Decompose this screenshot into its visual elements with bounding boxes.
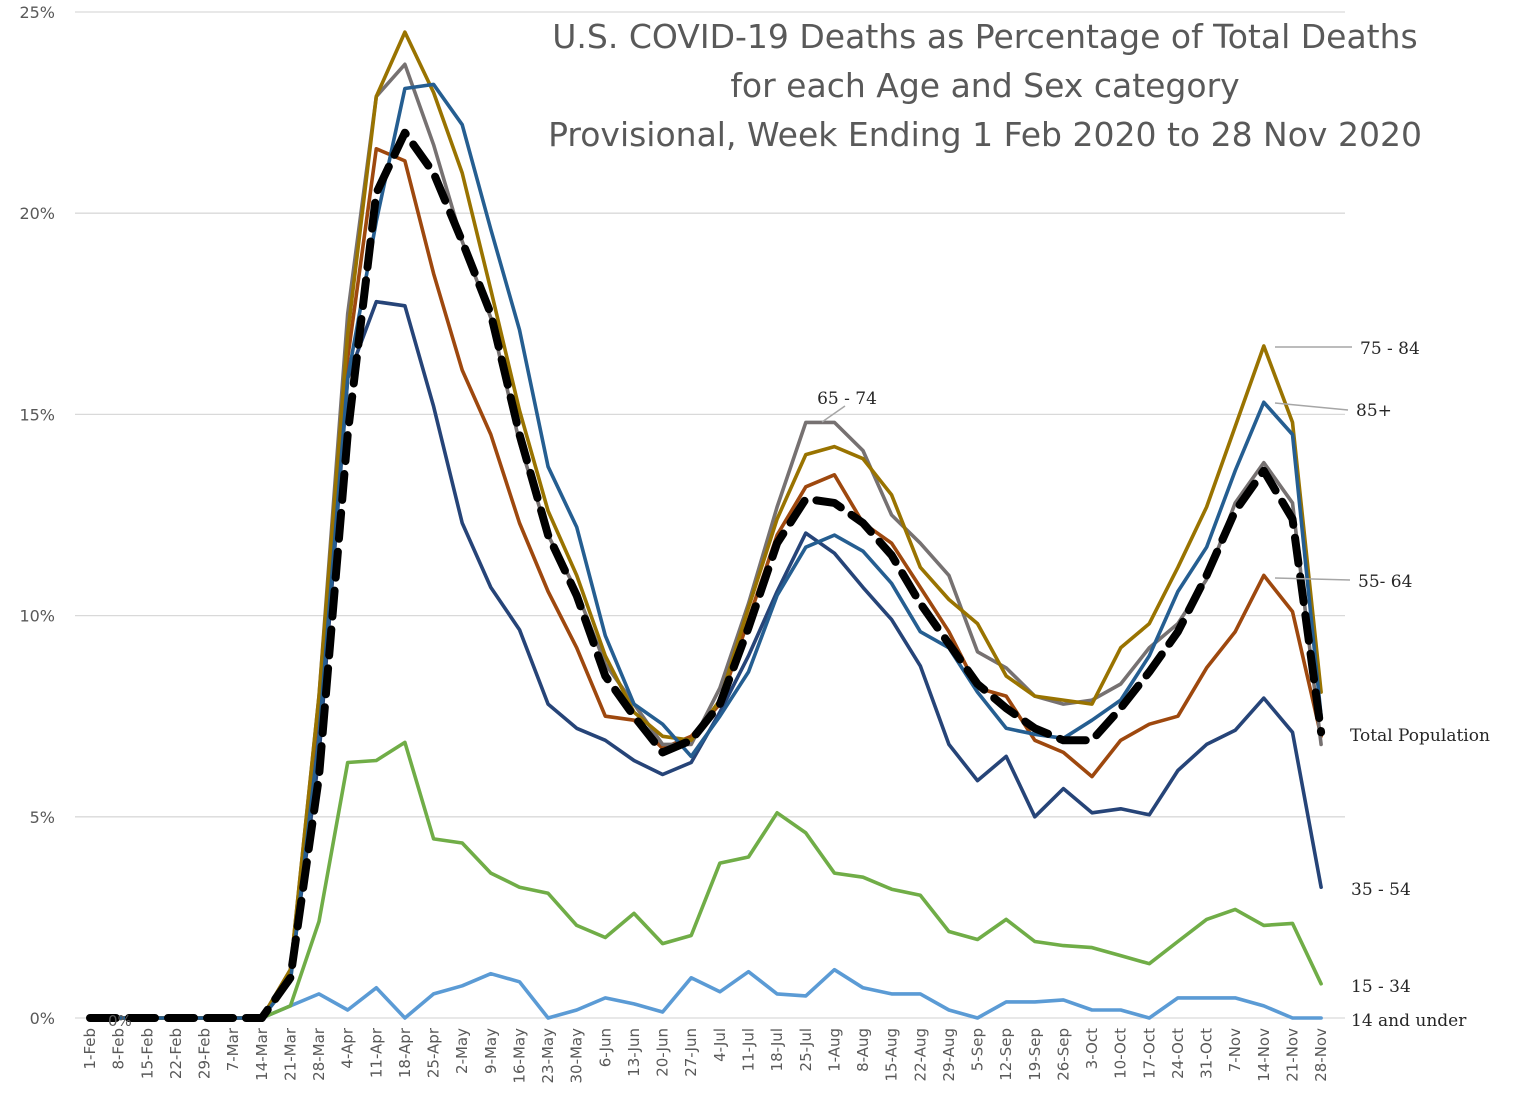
x-tick-label: 24-Oct [1169,1028,1187,1079]
x-tick-label: 18-Jul [768,1028,786,1071]
x-tick-label: 29-Aug [940,1028,958,1081]
x-tick-label: 1-Feb [81,1028,99,1070]
series-labels: 75 - 84 85+ 55- 64 Total Population 35 - 54 1… [817,339,1490,1031]
y-tick-label: 5% [30,808,55,827]
x-tick-label: 12-Sep [997,1028,1015,1081]
x-tick-label: 26-Sep [1054,1028,1072,1081]
series-line-15-34 [88,740,1323,1020]
x-tick-label: 3-Oct [1083,1028,1101,1069]
title-line-1: U.S. COVID-19 Deaths as Percentage of To… [552,17,1417,56]
series-label: 15 - 34 [1351,977,1411,997]
x-tick-label: 25-Jul [797,1028,815,1071]
chart-title: U.S. COVID-19 Deaths as Percentage of To… [548,17,1422,154]
series-line-total-population [86,128,1326,1022]
series-label: 65 - 74 [817,389,877,409]
x-tick-label: 8-Aug [854,1028,872,1072]
x-tick-label: 17-Oct [1140,1028,1158,1079]
x-tick-label: 10-Oct [1112,1028,1130,1079]
label-leader-line [1274,577,1351,581]
x-tick-label: 5-Sep [969,1028,987,1071]
zero-annotation: 0% [108,1012,132,1030]
x-tick-label: 2-May [453,1028,471,1074]
series-line-75-84 [88,30,1323,1020]
series-label: Total Population [1350,726,1490,746]
x-tick-label: 19-Sep [1026,1028,1044,1081]
y-axis-ticks: 0% 5% 10% 15% 20% 25% [19,3,55,1028]
y-tick-label: 25% [19,3,55,22]
x-tick-label: 16-May [510,1028,528,1084]
x-tick-label: 25-Apr [425,1027,443,1078]
x-tick-label: 7-Nov [1226,1028,1244,1072]
x-tick-label: 29-Feb [196,1028,214,1079]
y-tick-label: 15% [19,405,55,424]
series-line-14-and-under [88,967,1323,1020]
x-tick-label: 22-Feb [167,1028,185,1079]
x-tick-label: 11-Jul [739,1028,757,1071]
series-group [86,30,1326,1022]
label-leader-line [821,405,846,423]
x-axis-ticks: 1-Feb 8-Feb 15-Feb 22-Feb 29-Feb 7-Mar 14-Mar 2… [81,1027,1330,1083]
x-tick-label: 27-Jun [682,1028,700,1077]
x-tick-label: 15-Aug [883,1028,901,1081]
y-tick-label: 20% [19,204,55,223]
series-label: 85+ [1356,401,1392,421]
x-tick-label: 4-Jul [711,1028,729,1062]
series-line-85 [88,82,1323,1020]
x-tick-label: 21-Nov [1283,1028,1301,1082]
x-tick-label: 13-Jun [625,1028,643,1077]
x-tick-label: 9-May [482,1028,500,1074]
x-tick-label: 28-Nov [1312,1028,1330,1082]
title-line-3: Provisional, Week Ending 1 Feb 2020 to 2… [548,115,1422,154]
series-line-35-54 [88,299,1323,1020]
gridlines [75,11,1345,1019]
x-tick-label: 14-Mar [253,1027,271,1081]
x-tick-label: 1-Aug [825,1028,843,1072]
x-tick-label: 21-Mar [281,1027,299,1081]
x-tick-label: 22-Aug [911,1028,929,1081]
x-tick-label: 28-Mar [310,1027,328,1081]
x-tick-label: 15-Feb [138,1028,156,1079]
x-tick-label: 18-Apr [396,1027,414,1078]
x-tick-label: 6-Jun [596,1028,614,1067]
x-tick-label: 7-Mar [224,1027,242,1071]
x-tick-label: 4-Apr [339,1027,357,1068]
y-tick-label: 10% [19,607,55,626]
label-leader-line [1274,402,1349,411]
series-label: 75 - 84 [1360,339,1420,359]
x-tick-label: 11-Apr [367,1027,385,1078]
x-tick-label: 14-Nov [1255,1028,1273,1082]
x-tick-label: 23-May [539,1028,557,1084]
x-tick-label: 20-Jun [654,1028,672,1077]
title-line-2: for each Age and Sex category [730,66,1239,105]
series-label: 55- 64 [1358,572,1412,592]
series-label: 14 and under [1351,1011,1467,1031]
y-tick-label: 0% [30,1009,55,1028]
x-tick-label: 30-May [568,1028,586,1084]
series-line-65-74 [88,62,1323,1020]
series-label: 35 - 54 [1351,880,1411,900]
series-line-55-64 [88,147,1323,1020]
x-tick-label: 8-Feb [110,1028,128,1070]
x-tick-label: 31-Oct [1198,1028,1216,1079]
